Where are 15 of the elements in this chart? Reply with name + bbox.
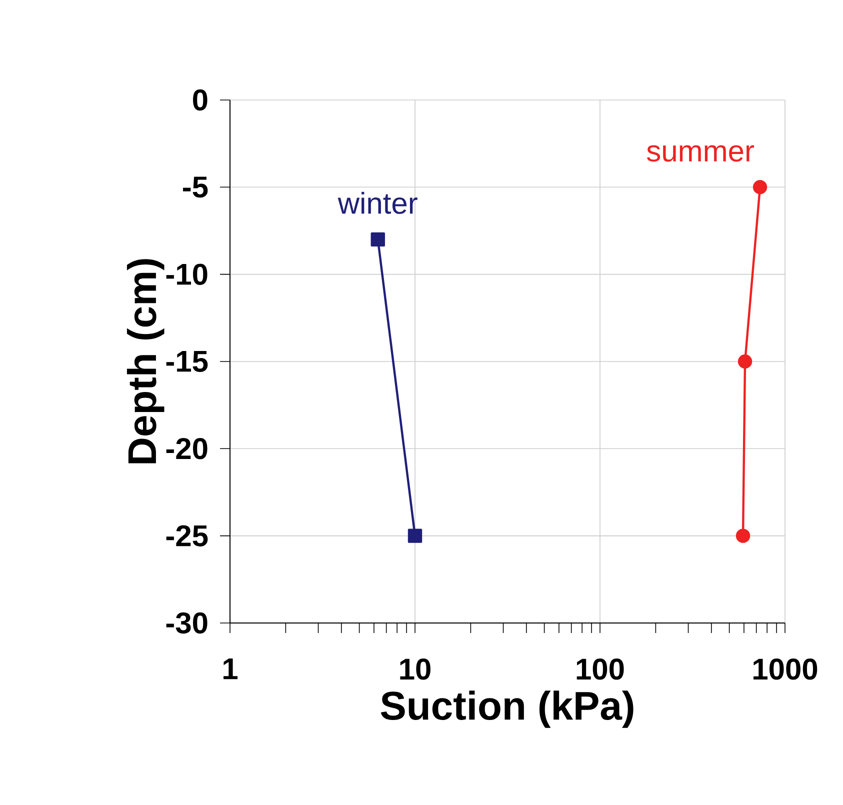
y-axis-title: Depth (cm): [126, 259, 164, 464]
y-tick-label: -10: [166, 264, 208, 285]
y-tick-label: -20: [166, 438, 208, 460]
series-label: winter: [338, 192, 418, 214]
x-axis-title: Suction (kPa): [380, 690, 634, 728]
y-tick-label: -15: [166, 351, 208, 372]
x-tick-label: 1: [224, 658, 238, 680]
y-tick-label: -25: [166, 525, 208, 546]
x-tick-label: 1000: [754, 658, 818, 680]
y-tick-label: -5: [183, 176, 208, 198]
x-tick-label: 100: [576, 658, 624, 680]
y-tick-label: 0: [193, 89, 208, 111]
y-tick-label: -30: [166, 612, 208, 634]
x-tick-label: 10: [400, 658, 430, 680]
series-label: summer: [646, 145, 754, 162]
